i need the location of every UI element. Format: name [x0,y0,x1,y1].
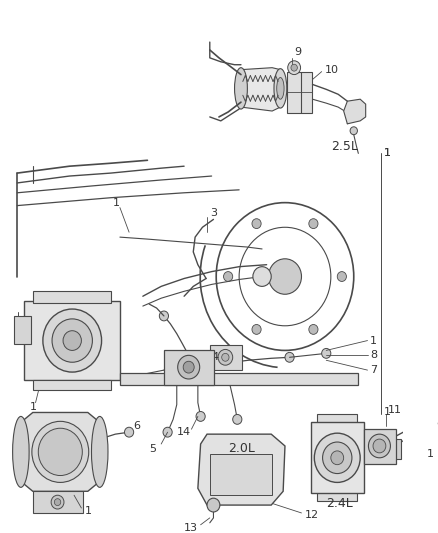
Bar [286,71,312,113]
Text: 11: 11 [387,405,401,415]
Circle shape [314,433,359,482]
Polygon shape [240,68,280,111]
Text: 1: 1 [426,449,433,459]
Ellipse shape [276,77,283,99]
Circle shape [287,61,300,75]
Circle shape [218,350,232,365]
Ellipse shape [32,422,88,482]
Text: 1: 1 [30,401,37,411]
Circle shape [52,319,92,362]
Circle shape [349,127,357,135]
Text: 1: 1 [369,336,376,345]
Circle shape [336,272,346,281]
Circle shape [372,439,385,453]
Circle shape [330,451,343,465]
Circle shape [308,325,317,334]
Polygon shape [120,373,357,385]
Text: 14: 14 [177,427,191,437]
Bar [209,454,272,495]
Text: 9: 9 [435,421,438,431]
Circle shape [159,311,168,321]
Text: 1: 1 [383,148,390,158]
Circle shape [290,64,297,71]
Circle shape [43,309,101,372]
Circle shape [252,266,271,286]
Text: 2.5L: 2.5L [330,140,357,153]
Circle shape [51,495,64,509]
Circle shape [284,352,293,362]
Ellipse shape [234,68,247,109]
Circle shape [183,361,194,373]
Circle shape [321,349,330,358]
Bar [316,491,357,501]
Bar [33,491,83,513]
Text: 6: 6 [133,421,140,431]
Circle shape [63,330,81,350]
Polygon shape [21,413,99,491]
Text: 1: 1 [85,506,92,516]
Bar [163,350,214,385]
Text: 1: 1 [112,198,119,208]
Text: 10: 10 [324,64,338,75]
Bar [209,345,241,370]
Bar [310,422,363,493]
Text: 5: 5 [149,444,156,454]
Circle shape [424,405,433,415]
Bar [389,439,400,459]
Bar [33,292,110,303]
Text: 13: 13 [184,523,198,533]
Circle shape [322,442,351,473]
Bar [316,415,357,424]
Text: 9: 9 [293,47,300,57]
Text: 12: 12 [304,510,318,520]
Ellipse shape [13,416,29,487]
Circle shape [414,422,422,430]
Text: 7: 7 [369,365,377,375]
Ellipse shape [273,69,286,108]
Text: 1: 1 [383,407,390,417]
Text: 2.4L: 2.4L [325,497,352,510]
Circle shape [207,498,219,512]
Text: 4: 4 [211,352,218,362]
Text: 1: 1 [383,148,390,158]
Circle shape [177,356,199,379]
Circle shape [367,434,389,458]
Bar [24,301,120,380]
Circle shape [268,259,301,294]
Bar [14,316,31,343]
Ellipse shape [91,416,108,487]
Circle shape [54,499,60,506]
Circle shape [196,411,205,422]
Text: 8: 8 [369,350,377,360]
Text: 3: 3 [209,208,216,219]
Circle shape [251,219,261,229]
Circle shape [221,353,229,361]
Bar [363,429,395,464]
Polygon shape [198,434,284,505]
Circle shape [162,427,172,437]
Circle shape [124,427,133,437]
Text: 2.0L: 2.0L [228,442,254,455]
Ellipse shape [38,428,82,475]
Circle shape [223,272,232,281]
Circle shape [251,325,261,334]
Bar [33,380,110,390]
Circle shape [232,415,241,424]
Circle shape [308,219,317,229]
Polygon shape [343,99,365,124]
